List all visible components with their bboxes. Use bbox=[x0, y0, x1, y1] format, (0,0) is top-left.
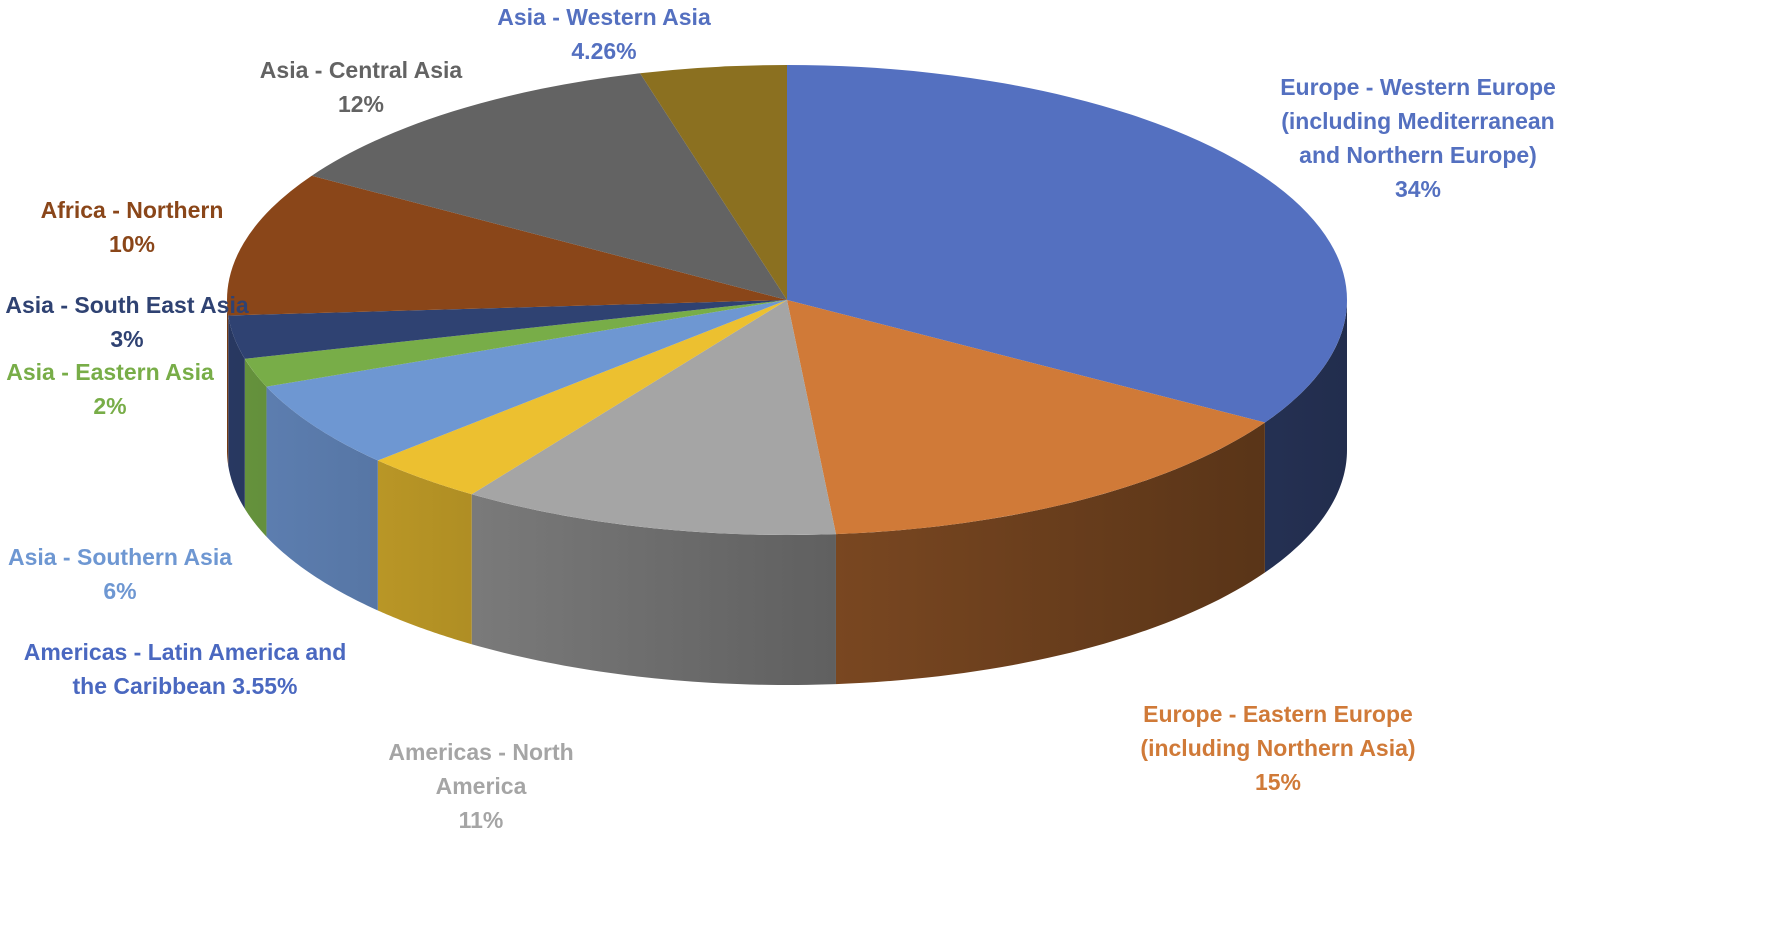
category-label: Africa - Northern bbox=[40, 197, 224, 223]
slice-label: Africa - Northern 10% bbox=[12, 193, 252, 261]
pie-slice bbox=[640, 65, 787, 300]
value-label: 10% bbox=[108, 231, 156, 257]
slice-label: Asia - Western Asia 4.26% bbox=[464, 0, 744, 68]
slice-label: Asia - Eastern Asia 2% bbox=[0, 355, 230, 423]
category-label: Europe - Western Europe (including Medit… bbox=[1280, 74, 1556, 168]
pie-slice bbox=[471, 300, 836, 535]
value-label: 2% bbox=[93, 393, 127, 419]
pie-slice bbox=[266, 300, 788, 461]
value-label: 34% bbox=[1394, 176, 1442, 202]
category-label: Asia - Southern Asia bbox=[7, 544, 233, 570]
pie-slice bbox=[228, 300, 787, 359]
slice-side bbox=[835, 422, 1265, 685]
value-label: 12% bbox=[337, 91, 385, 117]
slice-side bbox=[244, 358, 267, 537]
category-label: Asia - Western Asia bbox=[497, 4, 711, 30]
slice-side bbox=[266, 386, 378, 611]
value-label: 11% bbox=[458, 807, 504, 833]
slice-side bbox=[471, 494, 836, 685]
slice-side bbox=[1264, 300, 1347, 573]
slice-label: Asia - Southern Asia 6% bbox=[0, 540, 250, 608]
slice-label: Asia - Central Asia 12% bbox=[231, 53, 491, 121]
slice-label: Europe - Eastern Europe (including North… bbox=[1113, 697, 1443, 799]
pie-slice bbox=[311, 73, 787, 301]
category-label: Americas - North America bbox=[388, 739, 574, 799]
slice-side bbox=[228, 315, 245, 509]
category-label: Europe - Eastern Europe (including North… bbox=[1140, 701, 1416, 761]
value-label: 4.26% bbox=[571, 38, 637, 64]
pie-slice bbox=[787, 65, 1347, 423]
slice-label: Asia - South East Asia 3% bbox=[0, 288, 262, 356]
category-label: Americas - Latin America and the Caribbe… bbox=[23, 639, 347, 699]
pie-slice bbox=[787, 300, 1265, 535]
slice-label: Americas - Latin America and the Caribbe… bbox=[20, 635, 350, 703]
value-label: 15% bbox=[1254, 769, 1302, 795]
category-label: Asia - Central Asia bbox=[259, 57, 463, 83]
pie-slice bbox=[227, 175, 787, 316]
pie-slice bbox=[377, 300, 787, 495]
category-label: Asia - Eastern Asia bbox=[6, 359, 214, 385]
slice-side bbox=[227, 300, 229, 466]
slice-side bbox=[377, 460, 472, 645]
value-label: 6% bbox=[103, 578, 137, 604]
pie-slice bbox=[244, 300, 788, 387]
category-label: Asia - South East Asia bbox=[5, 292, 249, 318]
value-label: 3.55% bbox=[232, 673, 298, 699]
slice-label: Europe - Western Europe (including Medit… bbox=[1258, 70, 1578, 206]
value-label: 3% bbox=[110, 326, 144, 352]
slice-label: Americas - North America 11% bbox=[361, 735, 601, 837]
